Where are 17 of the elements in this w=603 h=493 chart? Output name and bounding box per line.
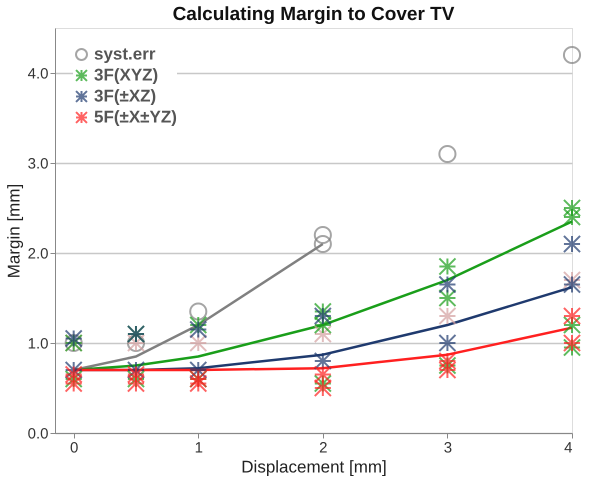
- y-axis-title: Margin [mm]: [4, 184, 24, 278]
- x-tick-label: 0: [70, 440, 78, 456]
- y-tick-label: 2.0: [28, 246, 48, 262]
- chart-title: Calculating Margin to Cover TV: [172, 4, 455, 25]
- y-tick-label: 0.0: [28, 426, 48, 442]
- x-tick-label: 1: [194, 440, 203, 456]
- legend-label: 3F(±XZ): [94, 86, 156, 106]
- x-tick-label: 3: [444, 440, 452, 456]
- x-tick-label: 2: [319, 440, 328, 456]
- y-tick-label: 3.0: [28, 156, 48, 172]
- y-tick-label: 4.0: [28, 66, 48, 82]
- x-axis-title: Displacement [mm]: [241, 458, 387, 476]
- legend-label: syst.err: [94, 44, 156, 64]
- legend-label: 5F(±X±YZ): [94, 108, 177, 126]
- y-tick-label: 1.0: [28, 336, 48, 352]
- legend-label: 3F(XYZ): [94, 66, 158, 84]
- x-tick-label: 4: [564, 440, 572, 456]
